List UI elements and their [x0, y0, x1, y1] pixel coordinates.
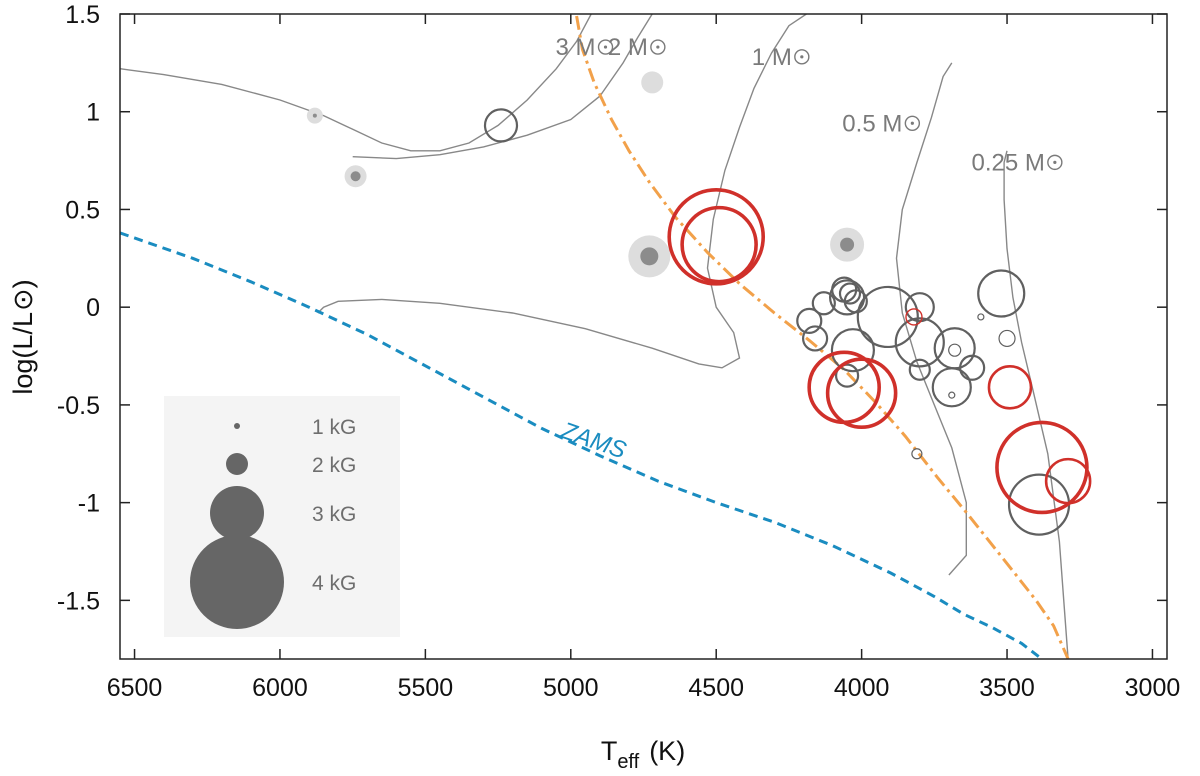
legend-marker	[210, 486, 264, 540]
y-tick-label: -0.5	[57, 392, 100, 420]
x-tick-label: 5000	[543, 674, 599, 702]
open-star-marker	[998, 329, 1016, 348]
open-star-marker	[908, 358, 931, 381]
filled-star-marker	[840, 237, 855, 252]
open-star-marker	[948, 391, 956, 399]
filled-star-marker	[350, 171, 361, 182]
legend-label: 3 kG	[312, 503, 356, 526]
filled-star-marker	[640, 247, 659, 266]
sun-symbol-icon	[650, 39, 666, 55]
legend: 1 kG 2 kG 3 kG 4 kG	[164, 396, 400, 637]
open-star-marker	[843, 289, 868, 314]
x-axis-title-sub: eff	[617, 751, 639, 773]
y-tick-label: 1.5	[65, 1, 100, 29]
x-axis-title-unit: (K)	[649, 736, 685, 766]
sun-symbol-dot	[800, 55, 804, 59]
open-star-marker	[931, 367, 972, 408]
zams-line	[120, 231, 1043, 659]
y-tick-label: 0	[86, 294, 100, 322]
open-star-marker	[894, 317, 945, 368]
open-star-marker	[838, 282, 862, 305]
open-star-marker	[977, 313, 985, 321]
red-star-marker	[905, 308, 923, 326]
sun-symbol-icon	[597, 39, 614, 55]
x-tick-label: 3000	[1125, 674, 1181, 702]
red-star-marker	[1044, 457, 1092, 505]
red-star-marker	[667, 188, 766, 286]
y-tick-label: -1.5	[57, 587, 100, 615]
open-star-marker	[959, 354, 986, 381]
sun-symbol-dot	[910, 121, 914, 125]
sun-symbol-icon	[794, 49, 810, 65]
track-line	[352, 14, 653, 160]
track-line	[120, 14, 592, 152]
open-star-marker	[977, 269, 1026, 318]
y-tick-label: -1	[78, 490, 100, 518]
y-tick-label: 1	[86, 99, 100, 127]
open-star-marker	[801, 325, 829, 352]
x-tick-label: 4500	[688, 674, 744, 702]
open-star-marker	[933, 327, 976, 370]
open-star-marker	[811, 291, 836, 316]
sun-symbol-icon	[904, 115, 921, 131]
plot-frame	[119, 13, 1168, 660]
legend-marker	[234, 423, 240, 429]
open-star-marker	[948, 343, 962, 357]
red-star-marker	[680, 205, 758, 284]
open-star-marker	[830, 328, 876, 373]
zams-curve-group	[120, 231, 1043, 659]
y-axis-title-close: )	[8, 279, 38, 288]
track-label: 3 M	[555, 34, 595, 61]
open-star-marker	[483, 108, 519, 143]
sun-symbol-icon	[1047, 154, 1063, 171]
x-tick-label: 3500	[979, 674, 1035, 702]
legend-marker	[226, 453, 248, 475]
track-label: 2 M	[608, 34, 648, 61]
red-star-marker	[995, 420, 1089, 515]
red-star-marker	[987, 365, 1033, 410]
open-star-marker	[904, 292, 935, 323]
open-star-marker	[796, 307, 823, 334]
track-label: 1 M	[752, 44, 792, 71]
legend-label: 2 kG	[312, 454, 356, 477]
track-line	[1003, 150, 1069, 659]
open-star-marker	[856, 285, 919, 349]
x-axis-title: Teff (K)	[601, 736, 685, 773]
x-tick-label: 6000	[252, 674, 308, 702]
legend-label: 1 kG	[312, 416, 356, 439]
x-axis-title-main: T	[601, 736, 618, 766]
y-axis-title-main: log(L/L	[8, 312, 38, 395]
x-tick-label: 4000	[834, 674, 890, 702]
legend-label: 4 kG	[312, 572, 356, 595]
y-axis-title: log(L/L⊙)	[8, 279, 38, 394]
track-label: 0.25 M	[971, 149, 1044, 176]
filled-star-halo	[641, 71, 664, 94]
x-tick-label: 6500	[107, 674, 163, 702]
legend-marker	[190, 535, 284, 629]
x-tick-label: 5500	[398, 674, 454, 702]
axis-ticks: 6500 6000 5500 5000 4500 4000 3500 3000 1.5 1 0.5 0…	[57, 1, 1180, 702]
red-star-marker	[825, 357, 898, 429]
sun-symbol-dot	[1053, 160, 1057, 164]
zams-label: ZAMS	[557, 417, 630, 465]
open-star-marker	[834, 363, 860, 388]
svg-text:log(L/L⊙): log(L/L⊙)	[8, 279, 38, 394]
data-points	[306, 71, 1092, 536]
sun-symbol-dot	[656, 45, 660, 49]
sun-symbol-dot	[603, 45, 608, 49]
track-line	[895, 62, 967, 576]
y-tick-label: 0.5	[65, 196, 100, 224]
filled-star-marker	[312, 113, 317, 118]
open-star-marker	[911, 448, 923, 460]
dash-dot-curve-group	[575, 15, 1070, 659]
track-line	[317, 14, 807, 369]
track-label: 0.5 M	[842, 110, 902, 137]
y-axis-title-sun: ⊙	[8, 288, 38, 311]
dash-dot-line	[575, 15, 1070, 659]
